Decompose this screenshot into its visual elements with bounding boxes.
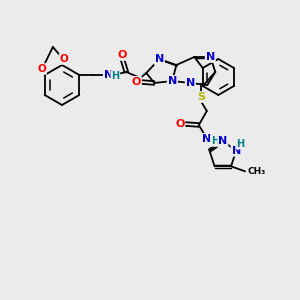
Text: N: N xyxy=(232,146,241,156)
Text: N: N xyxy=(186,78,195,88)
Text: N: N xyxy=(218,136,227,146)
Text: O: O xyxy=(37,64,46,74)
Text: N: N xyxy=(202,134,212,144)
Text: CH₃: CH₃ xyxy=(247,167,265,176)
Text: H: H xyxy=(211,136,219,146)
Text: O: O xyxy=(132,77,141,87)
Text: N: N xyxy=(104,70,113,80)
Text: H: H xyxy=(236,139,244,149)
Text: O: O xyxy=(60,54,68,64)
Text: N: N xyxy=(155,54,164,64)
Text: N: N xyxy=(168,76,177,86)
Text: S: S xyxy=(197,92,205,102)
Text: O: O xyxy=(175,119,184,129)
Text: H: H xyxy=(111,71,119,81)
Text: N: N xyxy=(206,52,215,62)
Text: O: O xyxy=(118,50,127,60)
